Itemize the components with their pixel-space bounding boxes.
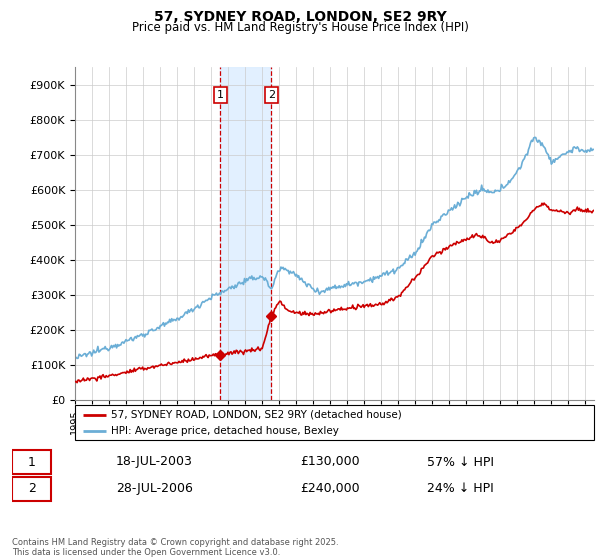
Bar	[220, 67, 271, 400]
Text: 57% ↓ HPI: 57% ↓ HPI	[427, 455, 494, 469]
Text: 18-JUL-2003: 18-JUL-2003	[116, 455, 193, 469]
Text: £130,000: £130,000	[300, 455, 359, 469]
Text: 2: 2	[28, 482, 35, 496]
FancyBboxPatch shape	[75, 405, 594, 440]
Text: 57, SYDNEY ROAD, LONDON, SE2 9RY (detached house): 57, SYDNEY ROAD, LONDON, SE2 9RY (detach…	[112, 409, 402, 419]
Text: Contains HM Land Registry data © Crown copyright and database right 2025.
This d: Contains HM Land Registry data © Crown c…	[12, 538, 338, 557]
Text: 1: 1	[28, 455, 35, 469]
Text: 1: 1	[217, 90, 224, 100]
Text: Price paid vs. HM Land Registry's House Price Index (HPI): Price paid vs. HM Land Registry's House …	[131, 21, 469, 34]
Text: 24% ↓ HPI: 24% ↓ HPI	[427, 482, 493, 496]
FancyBboxPatch shape	[12, 477, 51, 501]
FancyBboxPatch shape	[12, 450, 51, 474]
Text: HPI: Average price, detached house, Bexley: HPI: Average price, detached house, Bexl…	[112, 426, 339, 436]
Text: 2: 2	[268, 90, 275, 100]
Text: 57, SYDNEY ROAD, LONDON, SE2 9RY: 57, SYDNEY ROAD, LONDON, SE2 9RY	[154, 10, 446, 24]
Text: £240,000: £240,000	[300, 482, 359, 496]
Text: 28-JUL-2006: 28-JUL-2006	[116, 482, 193, 496]
